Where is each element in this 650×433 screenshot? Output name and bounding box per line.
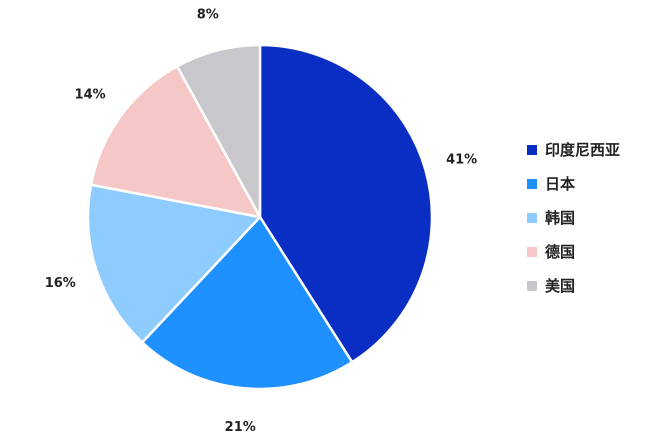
legend-swatch-1 (527, 179, 537, 189)
slice-label-4: 8% (197, 8, 219, 23)
legend-label-4: 美国 (545, 277, 575, 295)
legend-swatch-3 (527, 247, 537, 257)
slice-label-2: 16% (45, 276, 76, 291)
slice-label-1: 21% (225, 420, 256, 433)
slice-label-3: 14% (75, 88, 106, 103)
slice-label-0: 41% (446, 152, 477, 167)
legend-label-0: 印度尼西亚 (545, 141, 620, 159)
legend-swatch-2 (527, 213, 537, 223)
legend-swatch-4 (527, 281, 537, 291)
legend-swatch-0 (527, 145, 537, 155)
legend-label-1: 日本 (545, 175, 575, 193)
pie-slice-2 (86, 183, 262, 344)
pie-slice-3 (89, 65, 262, 219)
pie-slice-1 (141, 215, 354, 391)
pie-slices (86, 43, 434, 391)
legend-label-2: 韩国 (545, 209, 575, 227)
legend-label-3: 德国 (545, 243, 575, 261)
pie-slice-4 (175, 43, 262, 219)
slice-labels: 41% 21% 16% 14% 8% (45, 8, 478, 433)
